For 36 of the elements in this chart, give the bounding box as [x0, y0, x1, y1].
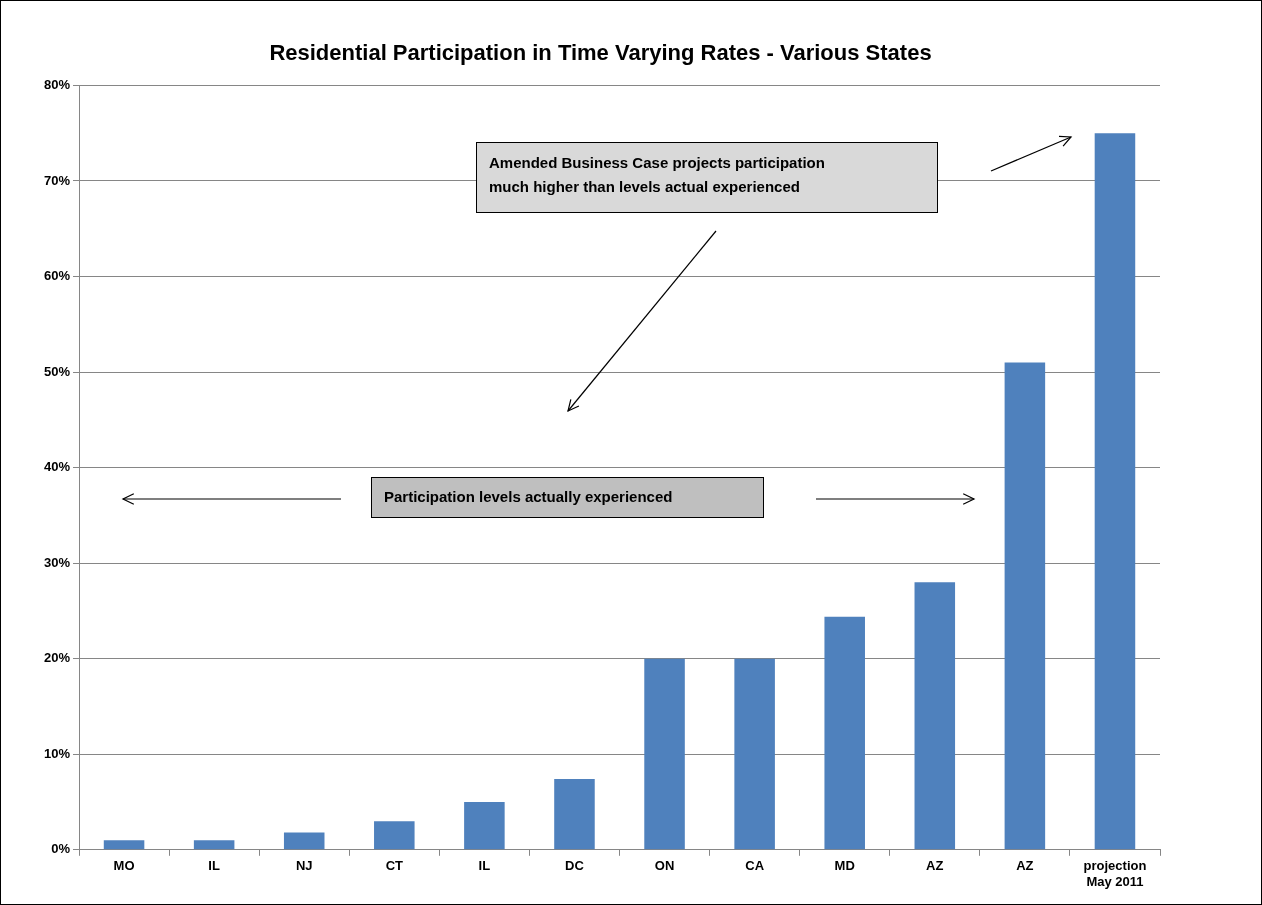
bar — [1004, 362, 1046, 850]
x-tick-label: ON — [654, 858, 675, 874]
x-tick-label: IL — [208, 858, 220, 874]
y-tick-label: 80% — [43, 76, 71, 92]
x-tick-label: CA — [745, 858, 765, 874]
bar — [103, 840, 145, 850]
callout-box: Participation levels actually experienced — [371, 477, 764, 518]
y-tick-label: 10% — [43, 745, 71, 761]
bar — [193, 840, 235, 850]
bar — [914, 582, 956, 850]
bar — [374, 821, 415, 850]
y-tick-label: 20% — [43, 650, 71, 666]
bar — [1094, 133, 1136, 850]
bar — [644, 658, 685, 850]
bar — [554, 779, 595, 850]
y-tick-label: 30% — [43, 554, 71, 570]
chart-title: Residential Participation in Time Varying Rates - Various States — [269, 40, 932, 66]
y-tick-label: 40% — [43, 459, 71, 475]
bar — [464, 802, 505, 850]
y-tick-label: 0% — [51, 841, 71, 857]
callout-box: Amended Business Case projects participation much higher than levels actual experienced — [476, 142, 938, 213]
x-tick-label: MO — [113, 858, 135, 874]
y-tick-label: 70% — [43, 172, 71, 188]
y-tick-label: 60% — [43, 268, 71, 284]
x-tick-label: IL — [478, 858, 491, 874]
x-tick-label: CT — [385, 858, 404, 874]
x-tick-label: AZ — [1016, 858, 1034, 874]
x-tick-label: projection May 2011 — [1083, 858, 1147, 889]
x-tick-label: AZ — [926, 858, 944, 874]
x-tick-label: NJ — [295, 858, 313, 874]
bar — [283, 832, 325, 850]
bar — [734, 658, 775, 850]
x-tick-label: MD — [834, 858, 855, 874]
x-tick-label: DC — [565, 858, 585, 874]
y-tick-label: 50% — [43, 363, 71, 379]
bar — [824, 616, 865, 850]
